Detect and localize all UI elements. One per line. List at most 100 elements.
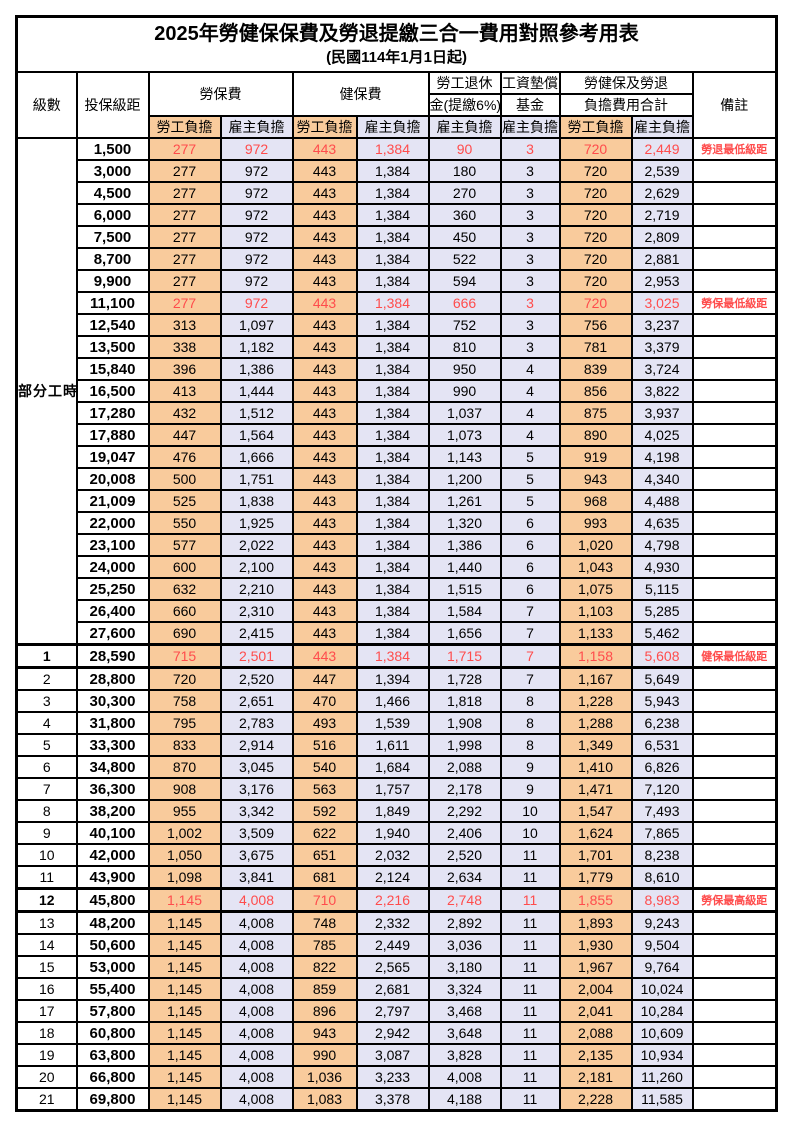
cell-level: 11: [15, 865, 78, 890]
cell-salary-bracket: 7,500: [75, 225, 150, 249]
table-row: 19 63,800 1,145 4,008 990 3,087 3,828 11 2,135 10…: [15, 1043, 778, 1067]
subheader-total-employee: 勞工負擔: [558, 115, 633, 139]
cell-labor-employee: 413: [147, 379, 222, 403]
table-row: 11,100 277 972 443 1,384 666 3 720 3,025 勞保最低級距: [17, 291, 778, 315]
cell-total-employer: 10,024: [630, 977, 694, 1001]
cell-health-employer: 3,233: [355, 1065, 430, 1089]
cell-remark: [691, 577, 778, 601]
cell-labor-employee: 660: [147, 599, 222, 623]
cell-wage-fund-employer: 3: [499, 225, 561, 249]
cell-level: 2: [15, 666, 78, 691]
cell-labor-employee: 1,145: [147, 999, 222, 1023]
table-row: 21,009 525 1,838 443 1,384 1,261 5 968 4,488: [17, 489, 778, 513]
table-row: 9,900 277 972 443 1,384 594 3 720 2,953: [17, 269, 778, 293]
cell-total-employee: 2,088: [558, 1021, 633, 1045]
cell-health-employee: 443: [291, 379, 358, 403]
cell-labor-employee: 277: [147, 291, 222, 315]
table-row: 3,000 277 972 443 1,384 180 3 720 2,539: [17, 159, 778, 183]
insurance-table: 2025年勞健保保費及勞退提繳三合一費用對照參考用表 (民國114年1月1日起)…: [15, 15, 779, 1112]
cell-labor-employer: 1,386: [219, 357, 294, 381]
cell-labor-employee: 313: [147, 313, 222, 337]
cell-labor-employer: 1,925: [219, 511, 294, 535]
cell-total-employee: 1,103: [558, 599, 633, 623]
cell-total-employee: 1,288: [558, 711, 633, 735]
table-row: 17 57,800 1,145 4,008 896 2,797 3,468 11 2,041 10…: [15, 999, 778, 1023]
cell-labor-employee: 720: [147, 666, 222, 691]
cell-remark: [691, 489, 778, 513]
table-body: 部分工時 1,500 277 972 443 1,384 90 3 720 2,449 勞退最低級距…: [15, 137, 778, 1112]
cell-labor-employee: 550: [147, 511, 222, 535]
cell-health-employee: 592: [291, 799, 358, 823]
cell-wage-fund-employer: 3: [499, 313, 561, 337]
cell-labor-employer: 972: [219, 247, 294, 271]
table-row: 20 66,800 1,145 4,008 1,036 3,233 4,008 11 2,181…: [15, 1065, 778, 1089]
cell-total-employee: 1,133: [558, 621, 633, 646]
cell-labor-employer: 2,651: [219, 689, 294, 713]
cell-total-employee: 1,020: [558, 533, 633, 557]
cell-salary-bracket: 6,000: [75, 203, 150, 227]
table-row: 16 55,400 1,145 4,008 859 2,681 3,324 11 2,004 10…: [15, 977, 778, 1001]
cell-labor-employer: 1,838: [219, 489, 294, 513]
cell-total-employer: 4,198: [630, 445, 694, 469]
cell-health-employer: 1,384: [355, 511, 430, 535]
cell-remark: [691, 733, 778, 757]
cell-health-employee: 822: [291, 955, 358, 979]
cell-wage-fund-employer: 11: [499, 1043, 561, 1067]
cell-total-employer: 4,488: [630, 489, 694, 513]
cell-health-employee: 443: [291, 335, 358, 359]
cell-labor-employer: 1,666: [219, 445, 294, 469]
table-row: 11 43,900 1,098 3,841 681 2,124 2,634 11 1,779 8,…: [15, 865, 778, 890]
cell-health-employer: 1,384: [355, 423, 430, 447]
cell-remark: [691, 999, 778, 1023]
cell-labor-employee: 870: [147, 755, 222, 779]
cell-salary-bracket: 60,800: [75, 1021, 150, 1045]
table-row: 23,100 577 2,022 443 1,384 1,386 6 1,020 4,798: [17, 533, 778, 557]
cell-pension-employer: 666: [427, 291, 502, 315]
cell-pension-employer: 1,715: [427, 643, 502, 669]
cell-salary-bracket: 36,300: [75, 777, 150, 801]
cell-health-employee: 1,036: [291, 1065, 358, 1089]
table-row: 9 40,100 1,002 3,509 622 1,940 2,406 10 1,624 7,8…: [15, 821, 778, 845]
cell-pension-employer: 1,656: [427, 621, 502, 646]
table-row: 26,400 660 2,310 443 1,384 1,584 7 1,103 5,285: [17, 599, 778, 623]
cell-salary-bracket: 20,008: [75, 467, 150, 491]
cell-wage-fund-employer: 11: [499, 977, 561, 1001]
cell-total-employee: 839: [558, 357, 633, 381]
cell-remark: 勞退最低級距: [691, 137, 778, 161]
cell-labor-employee: 1,145: [147, 977, 222, 1001]
cell-total-employee: 720: [558, 137, 633, 161]
cell-labor-employee: 277: [147, 159, 222, 183]
cell-wage-fund-employer: 6: [499, 555, 561, 579]
cell-pension-employer: 752: [427, 313, 502, 337]
cell-labor-employer: 3,841: [219, 865, 294, 890]
cell-level: 10: [15, 843, 78, 867]
cell-salary-bracket: 1,500: [75, 137, 150, 161]
header-row-3: 勞工負擔 雇主負擔 勞工負擔 雇主負擔 雇主負擔 雇主負擔 勞工負擔 雇主負擔: [17, 115, 777, 139]
cell-labor-employer: 4,008: [219, 933, 294, 957]
cell-level: 3: [15, 689, 78, 713]
cell-remark: [691, 821, 778, 845]
cell-labor-employer: 3,675: [219, 843, 294, 867]
cell-total-employee: 1,043: [558, 555, 633, 579]
table-row: 8 38,200 955 3,342 592 1,849 2,292 10 1,547 7,493: [15, 799, 778, 823]
cell-remark: [691, 711, 778, 735]
cell-labor-employer: 4,008: [219, 977, 294, 1001]
cell-pension-employer: 1,584: [427, 599, 502, 623]
cell-health-employee: 859: [291, 977, 358, 1001]
cell-salary-bracket: 26,400: [75, 599, 150, 623]
cell-level: 5: [15, 733, 78, 757]
cell-health-employer: 1,849: [355, 799, 430, 823]
cell-health-employer: 3,087: [355, 1043, 430, 1067]
cell-pension-employer: 450: [427, 225, 502, 249]
cell-health-employee: 443: [291, 401, 358, 425]
table-row: 6,000 277 972 443 1,384 360 3 720 2,719: [17, 203, 778, 227]
cell-health-employee: 443: [291, 357, 358, 381]
cell-salary-bracket: 15,840: [75, 357, 150, 381]
cell-wage-fund-employer: 5: [499, 489, 561, 513]
cell-wage-fund-employer: 10: [499, 821, 561, 845]
header-salary-bracket: 投保級距: [75, 71, 150, 139]
cell-health-employee: 651: [291, 843, 358, 867]
cell-total-employer: 5,649: [630, 666, 694, 691]
cell-remark: [691, 666, 778, 691]
cell-remark: [691, 511, 778, 535]
